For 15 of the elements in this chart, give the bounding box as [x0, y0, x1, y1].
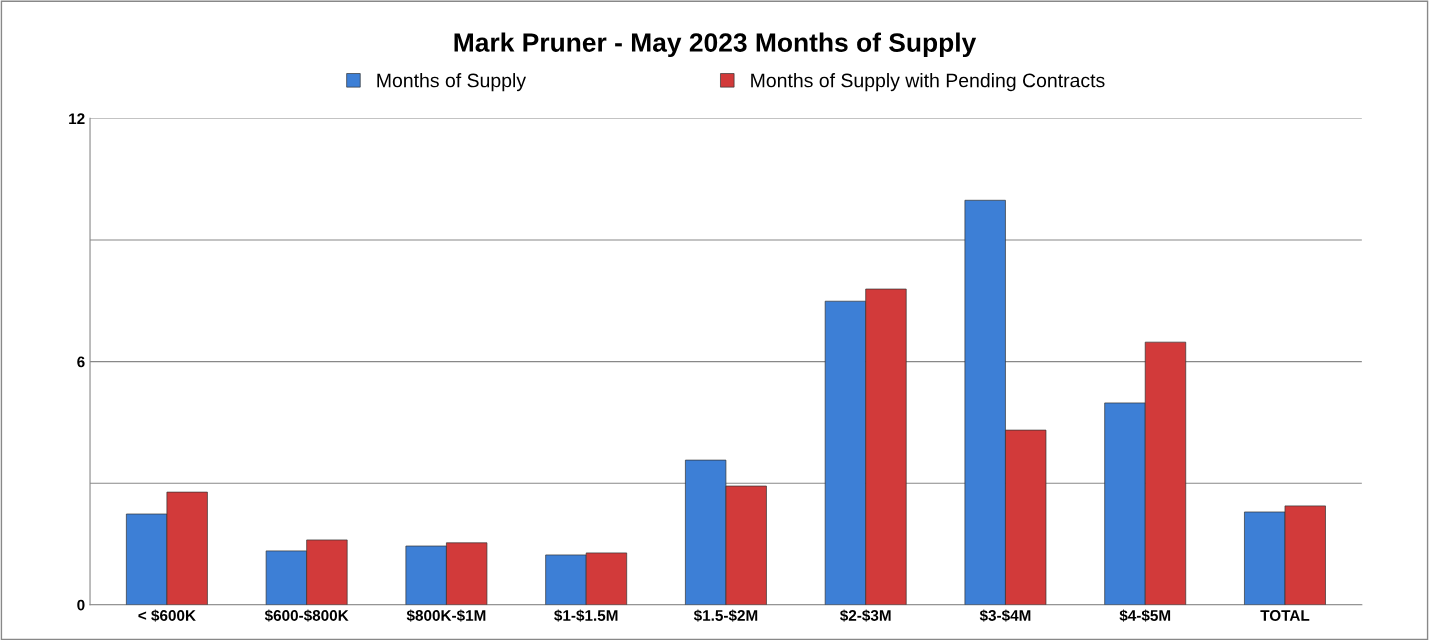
y-tick-label: 0 [77, 599, 85, 611]
x-tick-label: < $600K [138, 609, 196, 622]
x-tick-label: $800K-$1M [406, 609, 486, 622]
x-tick-label: $3-$4M [979, 609, 1031, 622]
x-tick-label: TOTAL [1260, 610, 1310, 621]
y-tick-label: 6 [77, 356, 85, 368]
x-tick-label: $600-$800K [264, 609, 349, 622]
x-tick-label: $2-$3M [839, 609, 891, 622]
y-tick-label: 12 [69, 113, 85, 124]
x-tick-label: $4-$5M [1119, 609, 1171, 622]
x-tick-label: $1-$1.5M [554, 609, 618, 622]
legend-label: Months of Supply [377, 73, 527, 92]
legend-label: Months of Supply with Pending Contracts [751, 73, 1105, 92]
chart-title: Mark Pruner - May 2023 Months of Supply [454, 32, 977, 58]
x-tick-label: $1.5-$2M [693, 609, 758, 622]
